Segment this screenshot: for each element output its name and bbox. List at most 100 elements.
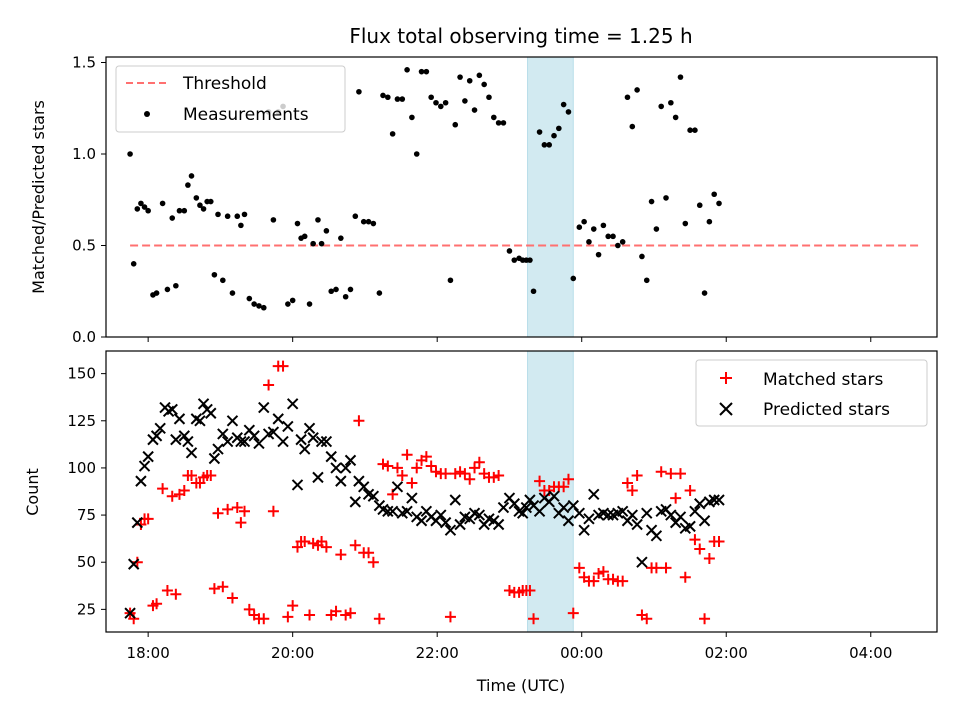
predicted-stars-point	[548, 490, 560, 502]
predicted-stars-point	[307, 432, 319, 444]
measurements-point	[153, 290, 160, 296]
predicted-stars-point	[382, 505, 394, 518]
measurements-point	[234, 213, 241, 220]
matched-stars-point	[567, 607, 579, 619]
matched-stars-point	[178, 485, 190, 497]
matched-stars-point	[401, 449, 413, 461]
matched-stars-point	[396, 469, 408, 481]
matched-stars-point	[382, 460, 394, 472]
legend-threshold-label: Threshold	[182, 74, 267, 94]
measurements-point	[677, 74, 684, 80]
predicted-stars-point	[631, 518, 643, 531]
measurements-point	[500, 120, 507, 126]
matched-stars-point	[558, 481, 570, 493]
measurements-point	[551, 132, 557, 139]
matched-stars-point	[597, 566, 609, 578]
matched-stars-point	[161, 585, 173, 597]
predicted-stars-point	[449, 494, 461, 506]
predicted-stars-point	[497, 501, 510, 514]
matched-stars-point	[258, 613, 270, 625]
matched-stars-point	[226, 592, 238, 604]
predicted-stars-point	[226, 415, 239, 427]
matched-stars-point	[440, 468, 452, 480]
y-tick-label: 25	[77, 600, 96, 618]
predicted-stars-point	[142, 450, 154, 463]
matched-stars-point	[607, 573, 619, 585]
measurements-point	[491, 114, 497, 121]
predicted-stars-point	[344, 454, 357, 467]
measurements-point	[481, 81, 487, 88]
measurements-point	[682, 220, 689, 227]
predicted-stars-point	[367, 490, 380, 502]
matched-stars-point	[562, 473, 574, 485]
measurements-point	[590, 226, 597, 232]
matched-stars-point	[650, 562, 662, 574]
measurements-point	[418, 68, 425, 75]
measurements-point	[294, 220, 301, 227]
predicted-stars-point	[286, 398, 299, 410]
measurements-point	[409, 114, 415, 121]
measurements-point	[365, 218, 372, 225]
predicted-stars-point	[435, 509, 447, 521]
predicted-stars-point	[182, 435, 194, 448]
predicted-stars-point	[473, 509, 486, 521]
matched-stars-point	[473, 456, 485, 468]
measurements-point	[315, 217, 321, 223]
matched-stars-point	[142, 513, 154, 525]
predicted-stars-point	[665, 509, 677, 521]
predicted-stars-point	[315, 435, 328, 448]
predicted-stars-point	[124, 607, 136, 619]
matched-stars-point	[166, 490, 178, 502]
predicted-stars-point	[533, 505, 546, 518]
predicted-stars-point	[406, 492, 418, 504]
matched-stars-point	[131, 556, 143, 568]
matched-stars-point	[267, 505, 279, 517]
matched-stars-point	[217, 581, 229, 593]
measurements-point	[193, 195, 200, 201]
y-tick-label: 1.5	[72, 53, 96, 71]
matched-stars-point	[353, 415, 365, 427]
measurements-point	[256, 303, 262, 309]
measurements-point	[200, 206, 207, 212]
matched-stars-point	[665, 468, 677, 480]
predicted-stars-point	[698, 515, 711, 527]
matched-stars-point	[205, 469, 217, 481]
measurements-point	[328, 288, 335, 295]
matched-stars-point	[670, 492, 682, 504]
measurements-point	[536, 129, 543, 135]
measurements-point	[433, 99, 439, 106]
measurements-point	[462, 98, 468, 104]
predicted-stars-point	[258, 401, 270, 414]
matched-stars-point	[391, 462, 403, 474]
measurements-point	[711, 191, 717, 198]
predicted-stars-point	[303, 422, 316, 435]
measurements-point	[251, 301, 257, 307]
predicted-stars-point	[277, 435, 289, 448]
matched-stars-point	[684, 485, 696, 497]
predicted-stars-point	[221, 435, 234, 448]
measurements-point	[347, 286, 354, 293]
matched-stars-point	[703, 552, 715, 564]
predicted-stars-point	[235, 435, 247, 448]
predicted-stars-point	[583, 513, 595, 525]
measurements-point	[570, 275, 577, 282]
measurements-point	[289, 297, 296, 304]
predicted-stars-point	[689, 505, 701, 518]
bottom-y-axis-label: Count	[23, 468, 42, 516]
matched-stars-point	[699, 613, 711, 625]
measurements-point	[370, 220, 377, 227]
matched-stars-point	[593, 568, 605, 580]
matched-stars-point	[367, 556, 379, 568]
measurements-point	[452, 121, 459, 128]
predicted-stars-point	[557, 501, 570, 514]
measurements-point	[306, 301, 313, 307]
matched-stars-point	[713, 535, 725, 547]
predicted-stars-point	[415, 515, 428, 527]
x-tick-label: 04:00	[849, 644, 892, 662]
matched-stars-point	[488, 471, 500, 483]
matched-stars-point	[493, 469, 505, 481]
x-axis-label: Time (UTC)	[476, 676, 565, 695]
matched-stars-point	[373, 613, 385, 625]
measurements-point	[629, 123, 636, 130]
measurements-point	[376, 290, 383, 296]
